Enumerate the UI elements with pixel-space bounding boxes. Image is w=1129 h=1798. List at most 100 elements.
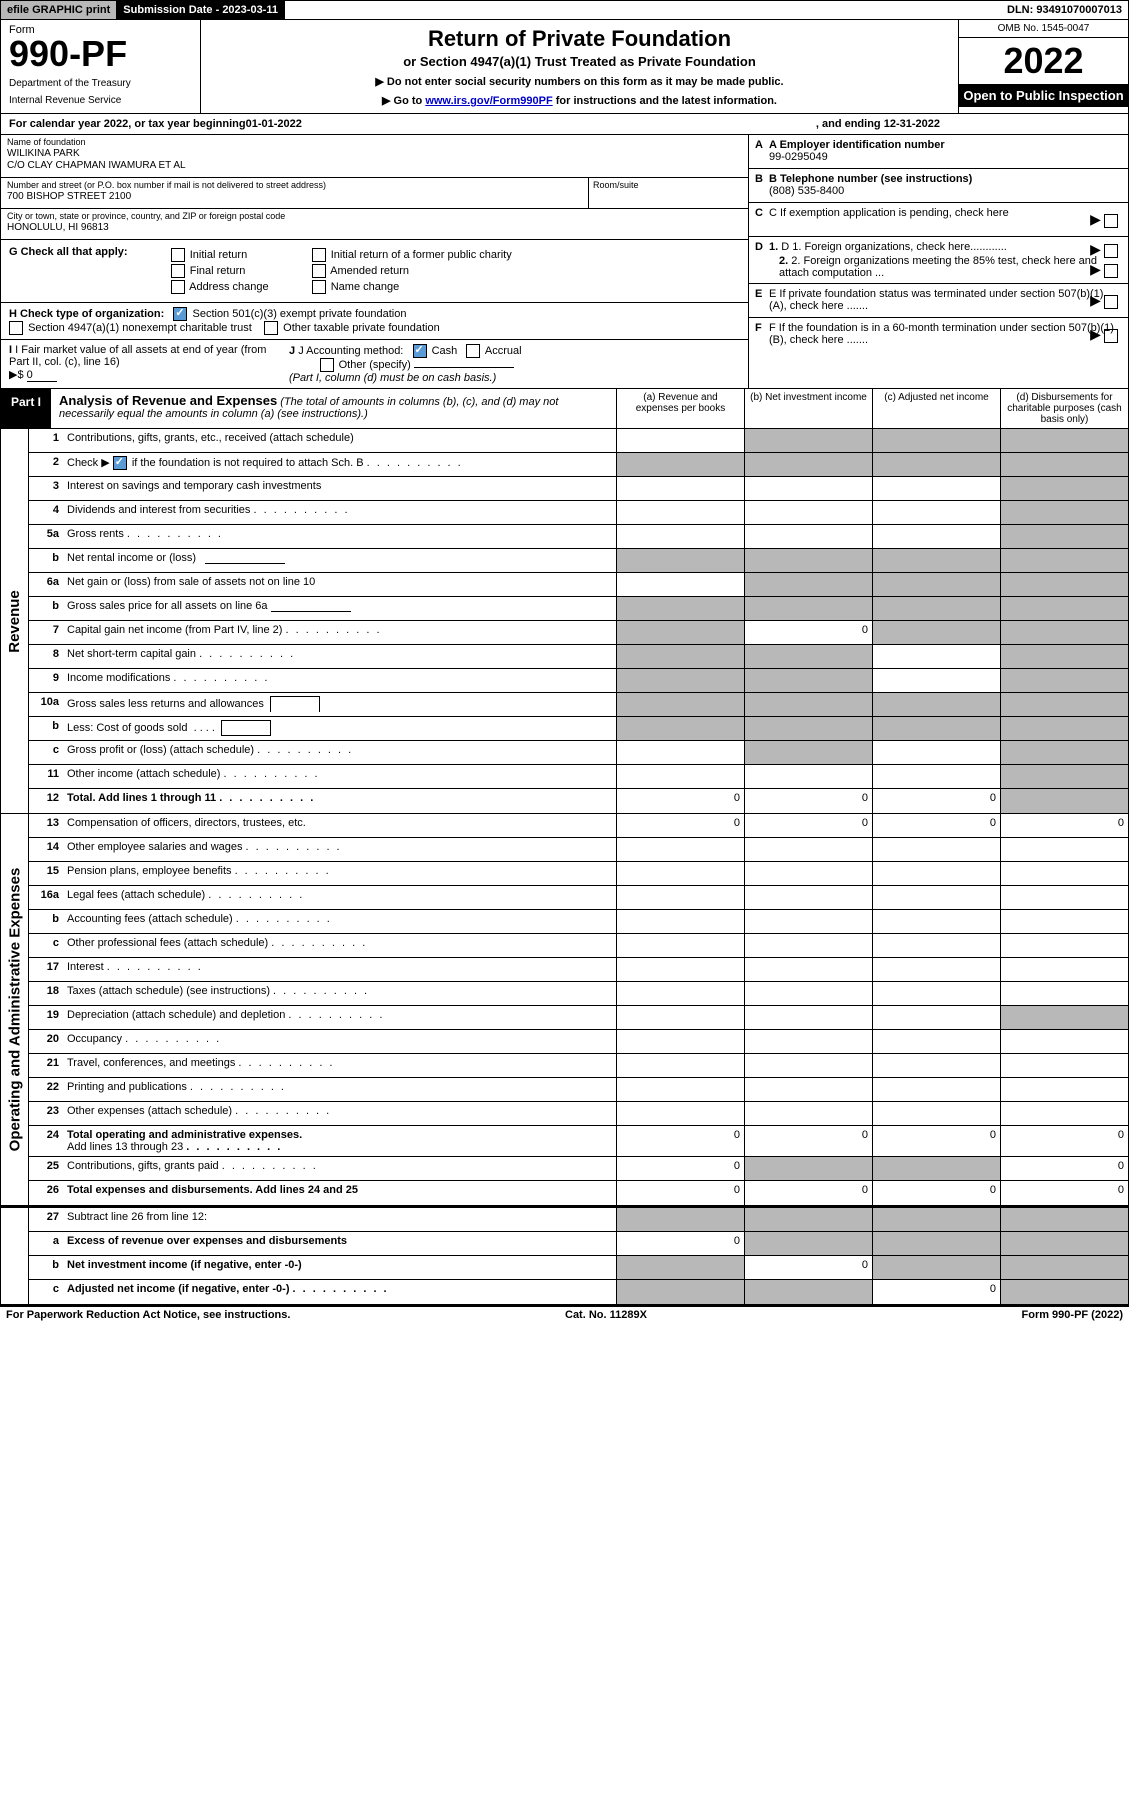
b-label: B Telephone number (see instructions)	[769, 173, 972, 185]
val-25a: 0	[616, 1157, 744, 1180]
row-13: Compensation of officers, directors, tru…	[63, 814, 616, 837]
row-5b: Net rental income or (loss)	[63, 549, 616, 572]
row-16b: Accounting fees (attach schedule)	[63, 910, 616, 933]
j-note: (Part I, column (d) must be on cash basi…	[289, 372, 496, 384]
box-b: BB Telephone number (see instructions) (…	[749, 169, 1128, 203]
chk-4947a1[interactable]	[9, 321, 23, 335]
col-d-header: (d) Disbursements for charitable purpose…	[1000, 389, 1128, 428]
val-13a: 0	[616, 814, 744, 837]
g-opt5: Amended return	[330, 265, 409, 277]
street-address: 700 BISHOP STREET 2100	[7, 191, 582, 202]
g-opt4: Initial return of a former public charit…	[331, 249, 512, 261]
g-opt2: Final return	[190, 265, 246, 277]
chk-other-taxable[interactable]	[264, 321, 278, 335]
note2-pre: ▶ Go to	[382, 95, 425, 107]
chk-d1[interactable]	[1104, 244, 1118, 258]
foundation-name2: C/O CLAY CHAPMAN IWAMURA ET AL	[7, 160, 742, 171]
chk-amended-return[interactable]	[312, 264, 326, 278]
dln: DLN: 93491070007013	[1001, 1, 1128, 19]
j-label: J Accounting method:	[298, 345, 403, 357]
row-9: Income modifications	[63, 669, 616, 692]
row-10a: Gross sales less returns and allowances	[63, 693, 616, 716]
row-17: Interest	[63, 958, 616, 981]
val-27a: 0	[616, 1232, 744, 1255]
part1-title: Analysis of Revenue and Expenses	[59, 393, 277, 408]
row-2: Check ▶ if the foundation is not require…	[63, 453, 616, 476]
row-24: Total operating and administrative expen…	[63, 1126, 616, 1156]
chk-f[interactable]	[1104, 329, 1118, 343]
h-row: H Check type of organization: Section 50…	[1, 302, 748, 339]
row-4: Dividends and interest from securities	[63, 501, 616, 524]
row-12: Total. Add lines 1 through 11	[63, 789, 616, 813]
part1-columns: (a) Revenue and expenses per books (b) N…	[616, 389, 1128, 428]
calyear-pre: For calendar year 2022, or tax year begi…	[9, 118, 246, 130]
form-title: Return of Private Foundation	[211, 26, 948, 52]
row-25: Contributions, gifts, grants paid	[63, 1157, 616, 1180]
box-d: D1. D 1. Foreign organizations, check he…	[749, 237, 1128, 284]
col-c-header: (c) Adjusted net income	[872, 389, 1000, 428]
g-options-col1: Initial return Final return Address chan…	[171, 246, 269, 296]
footer-form: Form 990-PF (2022)	[1022, 1309, 1123, 1321]
info-right: AA Employer identification number 99-029…	[748, 135, 1128, 388]
val-12b: 0	[744, 789, 872, 813]
g-options-col2: Initial return of a former public charit…	[312, 246, 512, 296]
chk-cash[interactable]	[413, 344, 427, 358]
chk-d2[interactable]	[1104, 264, 1118, 278]
ij-row: I I Fair market value of all assets at e…	[1, 339, 748, 388]
chk-final-return[interactable]	[171, 264, 185, 278]
entity-info: Name of foundation WILIKINA PARK C/O CLA…	[0, 135, 1129, 389]
g-opt3: Address change	[189, 281, 269, 293]
efile-print-btn[interactable]: efile GRAPHIC print	[1, 1, 117, 19]
row-1: Contributions, gifts, grants, etc., rece…	[63, 429, 616, 452]
irs-link[interactable]: www.irs.gov/Form990PF	[425, 95, 552, 107]
chk-accrual[interactable]	[466, 344, 480, 358]
row-11: Other income (attach schedule)	[63, 765, 616, 788]
h-opt1: Section 501(c)(3) exempt private foundat…	[192, 308, 406, 320]
chk-501c3[interactable]	[173, 307, 187, 321]
val-27b: 0	[744, 1256, 872, 1279]
footer-left: For Paperwork Reduction Act Notice, see …	[6, 1309, 290, 1321]
j-other: Other (specify)	[339, 359, 411, 371]
chk-c[interactable]	[1104, 214, 1118, 228]
chk-schb[interactable]	[113, 456, 127, 470]
chk-e[interactable]	[1104, 295, 1118, 309]
open-inspection: Open to Public Inspection	[959, 84, 1128, 107]
tax-year: 2022	[959, 38, 1128, 84]
g-opt1: Initial return	[190, 249, 247, 261]
calyear-end: 12-31-2022	[884, 118, 940, 130]
val-13b: 0	[744, 814, 872, 837]
form-number: 990-PF	[9, 36, 192, 72]
chk-initial-return[interactable]	[171, 248, 185, 262]
i-value: 0	[27, 369, 57, 382]
revenue-table: Revenue 1Contributions, gifts, grants, e…	[0, 429, 1129, 814]
e-label: E If private foundation status was termi…	[769, 288, 1103, 312]
footer-cat: Cat. No. 11289X	[565, 1309, 647, 1321]
row-14: Other employee salaries and wages	[63, 838, 616, 861]
row-10b: Less: Cost of goods sold . . . .	[63, 717, 616, 740]
val-25d: 0	[1000, 1157, 1128, 1180]
city-row: City or town, state or province, country…	[1, 209, 748, 240]
val-13d: 0	[1000, 814, 1128, 837]
note-link: ▶ Go to www.irs.gov/Form990PF for instru…	[211, 94, 948, 107]
g-opt6: Name change	[331, 281, 400, 293]
col-a-header: (a) Revenue and expenses per books	[616, 389, 744, 428]
chk-initial-former[interactable]	[312, 248, 326, 262]
chk-other-method[interactable]	[320, 358, 334, 372]
form-header: Form 990-PF Department of the Treasury I…	[0, 20, 1129, 114]
val-24b: 0	[744, 1126, 872, 1156]
d1-label: D 1. Foreign organizations, check here..…	[781, 241, 1007, 253]
expenses-side-label: Operating and Administrative Expenses	[1, 814, 29, 1205]
val-12a: 0	[616, 789, 744, 813]
row-7: Capital gain net income (from Part IV, l…	[63, 621, 616, 644]
address-row: Number and street (or P.O. box number if…	[1, 178, 748, 209]
row-19: Depreciation (attach schedule) and deple…	[63, 1006, 616, 1029]
row-21: Travel, conferences, and meetings	[63, 1054, 616, 1077]
d2-label: 2. Foreign organizations meeting the 85%…	[779, 255, 1097, 279]
val-26a: 0	[616, 1181, 744, 1205]
val-26b: 0	[744, 1181, 872, 1205]
c-label: C If exemption application is pending, c…	[769, 207, 1009, 219]
box-f: FF If the foundation is in a 60-month te…	[749, 318, 1128, 352]
chk-address-change[interactable]	[171, 280, 185, 294]
chk-name-change[interactable]	[312, 280, 326, 294]
row-20: Occupancy	[63, 1030, 616, 1053]
